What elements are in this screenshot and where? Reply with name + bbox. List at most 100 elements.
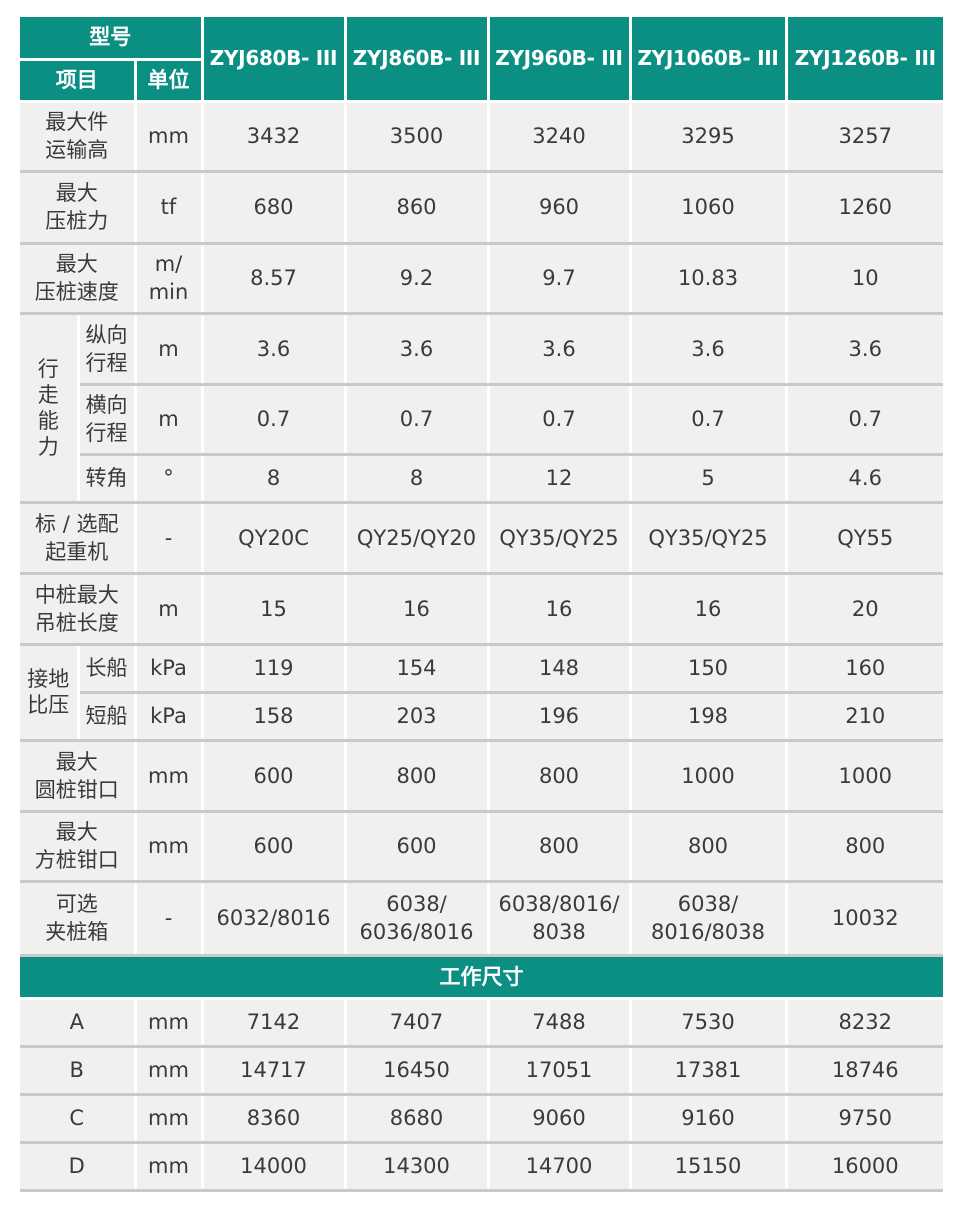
row-group-label: 行 走 能 力 [20,313,80,504]
row-item-label: C [20,1094,137,1144]
value-cell: 7407 [343,998,490,1048]
table-row: 可选 夹桩箱 -6032/8016 6038/ 6036/8016 6038/8016… [20,881,943,957]
value-cell: 3.6 [486,313,632,386]
value-cell: 1060 [628,171,788,245]
value-cell: 15150 [628,1142,788,1192]
value-cell: 10032 [784,881,943,957]
value-cell: 14717 [200,1046,347,1096]
spec-table: 型号 ZYJ680B- III ZYJ860B- III ZYJ960B- III ZY… [20,17,943,1192]
value-cell: 0.7 [628,384,788,456]
table-row: 中桩最大 吊桩长度 m 15 16 16 16 20 [20,573,943,646]
value-cell: 8 [200,454,347,504]
value-cell: 154 [343,644,490,694]
value-cell: 860 [343,171,490,245]
value-cell: QY25/QY20 [343,502,490,575]
value-cell: 7488 [486,998,632,1048]
value-cell: 9.2 [343,243,490,315]
row-unit: - [133,502,204,575]
row-unit: m [133,313,204,386]
value-cell: QY55 [784,502,943,575]
value-cell: 14700 [486,1142,632,1192]
value-cell: 16 [628,573,788,646]
value-cell: 960 [486,171,632,245]
table-row: 最大 圆桩钳口 mm 600 800 800 1000 1000 [20,740,943,813]
section-title: 工作尺寸 [20,955,943,1000]
value-cell: 8680 [343,1094,490,1144]
value-cell: 0.7 [486,384,632,456]
value-cell: 800 [486,811,632,883]
model-name: ZYJ860B- III [343,17,490,103]
value-cell: 16450 [343,1046,490,1096]
value-cell: 3.6 [784,313,943,386]
value-cell: 119 [200,644,347,694]
value-cell: 160 [784,644,943,694]
value-cell: 10 [784,243,943,315]
value-cell: 8360 [200,1094,347,1144]
value-cell: 600 [200,740,347,813]
model-name: ZYJ680B- III [200,17,347,103]
row-unit: - [133,881,204,957]
value-cell: 4.6 [784,454,943,504]
value-cell: 3.6 [200,313,347,386]
value-cell: 6038/8016/ 8038 [486,881,632,957]
table-row: 标 / 选配 起重机 - QY20C QY25/QY20 QY35/QY25 QY35/Q… [20,502,943,575]
value-cell: 9.7 [486,243,632,315]
value-cell: 16 [343,573,490,646]
value-cell: 17051 [486,1046,632,1096]
table-row: 最大 压桩力 tf 680 860 960 1060 1260 [20,171,943,245]
table-row: 接地 比压 长船 kPa 119 154 148 150 160 [20,644,943,742]
row-unit: mm [133,1142,204,1192]
row-item-label: 纵向 行程 [76,313,137,386]
value-cell: 1260 [784,171,943,245]
value-cell: 9750 [784,1094,943,1144]
row-item-label: 短船 [76,692,137,742]
value-cell: 7530 [628,998,788,1048]
value-cell: QY35/QY25 [628,502,788,575]
value-cell: 198 [628,692,788,742]
row-unit: kPa [133,644,204,694]
value-cell: 12 [486,454,632,504]
value-cell: 8232 [784,998,943,1048]
table-row: 横向 行程 m 0.7 0.7 0.7 0.7 0.7 [20,384,943,456]
value-cell: 3.6 [628,313,788,386]
value-cell: 10.83 [628,243,788,315]
table-row: 短船 kPa 158 203 196 198 210 [20,692,943,742]
row-item-label: 转角 [76,454,137,504]
value-cell: 1000 [628,740,788,813]
value-cell: 6032/8016 [200,881,347,957]
value-cell: 3240 [486,101,632,173]
row-item-label: 最大 圆桩钳口 [20,740,137,813]
value-cell: 14000 [200,1142,347,1192]
row-item-label: 最大 方桩钳口 [20,811,137,883]
value-cell: 9160 [628,1094,788,1144]
value-cell: 7142 [200,998,347,1048]
value-cell: 0.7 [200,384,347,456]
value-cell: 16000 [784,1142,943,1192]
value-cell: 3432 [200,101,347,173]
value-cell: 148 [486,644,632,694]
row-item-label: A [20,998,137,1048]
value-cell: 17381 [628,1046,788,1096]
unit-label: 单位 [133,59,204,103]
header-row: 型号 ZYJ680B- III ZYJ860B- III ZYJ960B- III ZY… [20,17,943,103]
value-cell: 800 [343,740,490,813]
section-header-row: 工作尺寸 [20,955,943,1000]
value-cell: 0.7 [784,384,943,456]
model-name: ZYJ1060B- III [628,17,788,103]
value-cell: 8.57 [200,243,347,315]
row-unit: kPa [133,692,204,742]
value-cell: 20 [784,573,943,646]
value-cell: 6038/ 8016/8038 [628,881,788,957]
item-label: 项目 [20,59,137,103]
value-cell: 18746 [784,1046,943,1096]
table-row: 最大件 运输高 mm 3432 3500 3240 3295 3257 [20,101,943,173]
row-item-label: 最大件 运输高 [20,101,137,173]
value-cell: 8 [343,454,490,504]
table-row: 最大 方桩钳口 mm 600 600 800 800 800 [20,811,943,883]
value-cell: 5 [628,454,788,504]
row-unit: mm [133,1094,204,1144]
row-item-label: 标 / 选配 起重机 [20,502,137,575]
row-group-label: 接地 比压 [20,644,80,742]
